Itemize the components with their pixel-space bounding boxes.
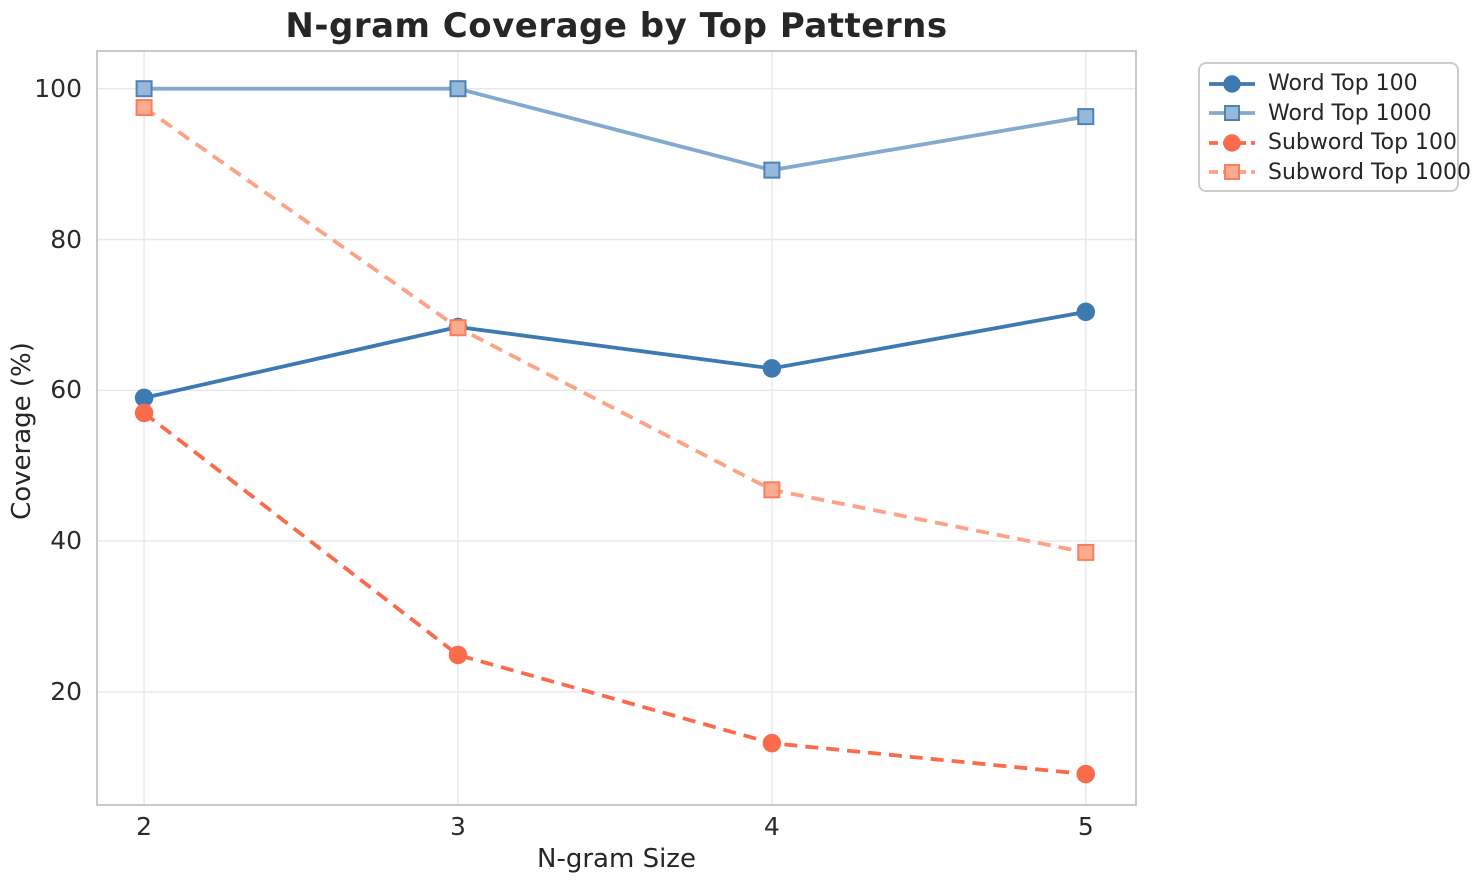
data-point-word-top-100 (762, 359, 782, 378)
legend-item-word-top-100: Word Top 100 (1200, 69, 1457, 99)
data-point-word-top-1000 (449, 80, 467, 98)
chart-title: N-gram Coverage by Top Patterns (285, 6, 948, 46)
legend-label-subword-top-100: Subword Top 100 (1268, 130, 1458, 156)
data-point-word-top-100 (1076, 302, 1096, 322)
series-line-word-top-1000 (144, 86, 1087, 173)
y-tick-label-80: 80 (50, 224, 82, 254)
data-point-subword-top-1000 (135, 99, 153, 117)
series-line-subword-top-1000 (142, 105, 1087, 555)
y-tick-label-40: 40 (50, 526, 82, 556)
series-line-subword-top-100 (142, 411, 1086, 776)
legend-label-subword-top-1000: Subword Top 1000 (1268, 159, 1472, 185)
data-point-subword-top-100 (134, 403, 154, 423)
legend-swatch-subword-top-100 (1209, 134, 1255, 152)
data-point-subword-top-100 (762, 733, 782, 753)
y-axis-label: Coverage (%) (7, 342, 37, 520)
legend-swatch-subword-top-1000 (1209, 164, 1255, 181)
data-point-subword-top-1000 (449, 319, 467, 337)
legend-item-subword-top-100: Subword Top 100 (1200, 128, 1457, 158)
axes-spines (96, 50, 1137, 806)
x-tick-label-3: 3 (450, 812, 466, 841)
x-tick-label-5: 5 (1077, 812, 1094, 841)
legend-item-subword-top-1000: Subword Top 1000 (1200, 158, 1471, 188)
series-line-word-top-100 (143, 310, 1087, 400)
data-point-subword-top-100 (1076, 764, 1096, 784)
data-point-word-top-1000 (763, 161, 781, 179)
legend-item-word-top-1000: Word Top 1000 (1200, 99, 1457, 129)
data-point-word-top-1000 (1077, 108, 1095, 126)
data-point-subword-top-100 (448, 645, 468, 665)
legend-swatch-word-top-100 (1209, 75, 1255, 93)
y-tick-label-60: 60 (50, 375, 82, 405)
legend: Word Top 100 Word Top 1000 Subword Top 100… (1198, 62, 1471, 192)
x-axis-label: N-gram Size (537, 844, 696, 874)
data-point-word-top-1000 (135, 80, 153, 98)
legend-label-word-top-100: Word Top 100 (1268, 71, 1418, 97)
x-tick-label-4: 4 (763, 812, 780, 841)
legend-label-word-top-1000: Word Top 1000 (1268, 100, 1432, 126)
data-point-subword-top-1000 (1077, 543, 1095, 561)
x-tick-label-2: 2 (136, 812, 153, 841)
legend-swatch-word-top-1000 (1209, 105, 1255, 122)
data-point-subword-top-1000 (763, 481, 781, 499)
y-tick-label-100: 100 (34, 73, 82, 103)
y-tick-label-20: 20 (50, 676, 82, 706)
